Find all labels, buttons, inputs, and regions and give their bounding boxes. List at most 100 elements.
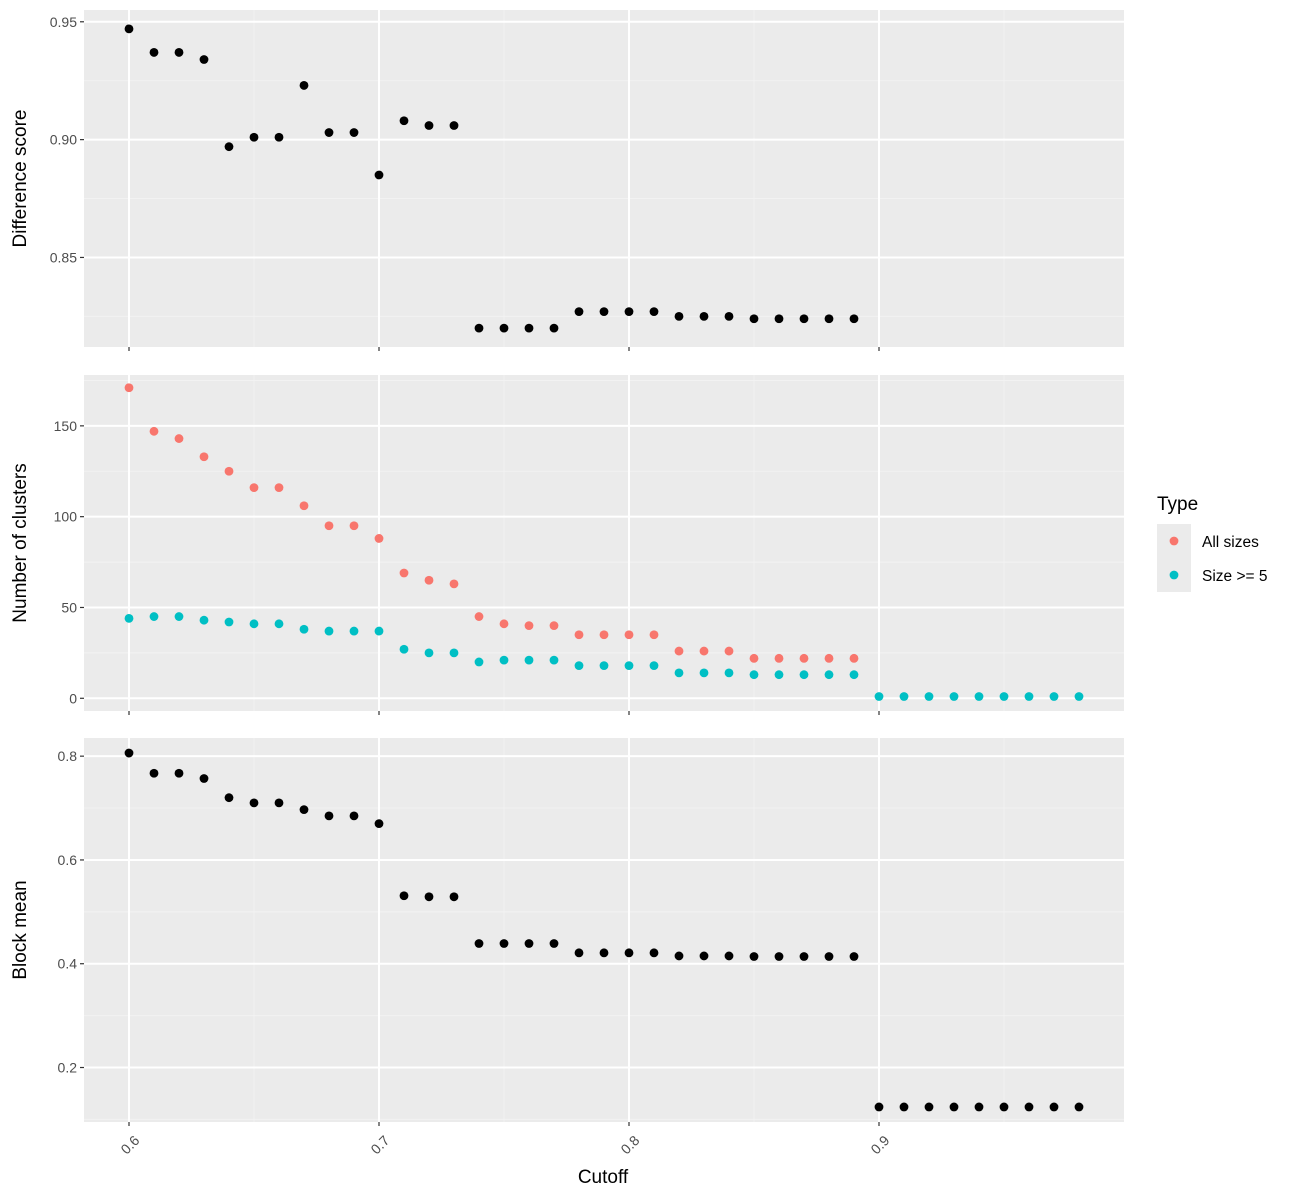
data-point (124, 613, 134, 623)
data-point (324, 811, 334, 821)
y-tick-label: 0 (69, 690, 77, 706)
y-tick-label: 0.95 (50, 14, 77, 30)
data-point (224, 793, 234, 803)
data-point (149, 768, 159, 778)
data-point (149, 48, 159, 57)
data-point (1074, 1102, 1084, 1112)
data-point (349, 811, 359, 821)
data-point (649, 630, 659, 640)
data-point (924, 1102, 934, 1112)
data-point (574, 307, 584, 317)
data-point (274, 798, 284, 808)
panel-difference: 0.85 0.90 0.95 Difference score (10, 10, 1124, 351)
data-point (199, 615, 209, 625)
x-tick-label: 0.9 (867, 1132, 892, 1157)
data-point (599, 948, 609, 958)
data-point (624, 307, 634, 317)
data-point (824, 952, 834, 961)
data-point (299, 624, 309, 634)
data-point (474, 657, 484, 667)
panel-clusters: 0 50 100 150 Number of clusters (10, 375, 1124, 715)
x-axis-title: Cutoff (578, 1167, 629, 1188)
data-point (674, 311, 684, 321)
y-axis-title: Block mean (10, 880, 31, 979)
data-point (199, 774, 209, 783)
y-axis-title: Difference score (10, 110, 31, 248)
legend-title: Type (1157, 494, 1198, 515)
data-point (574, 661, 584, 670)
data-point (149, 612, 159, 621)
data-point (374, 626, 384, 636)
data-point (524, 621, 534, 631)
data-point (774, 670, 784, 680)
data-point (824, 314, 834, 324)
panel-background (84, 10, 1124, 347)
x-tick-label: 0.8 (617, 1132, 642, 1157)
data-point (524, 323, 534, 333)
data-point (174, 434, 184, 443)
data-point (549, 621, 559, 631)
panel-background (84, 375, 1124, 711)
data-point (774, 314, 784, 324)
data-point (849, 670, 859, 680)
data-point (1049, 1102, 1059, 1112)
data-point (349, 626, 359, 636)
y-tick-label: 0.4 (58, 956, 78, 972)
data-point (649, 948, 659, 958)
data-point (674, 951, 684, 961)
data-point (824, 670, 834, 680)
data-point (124, 383, 134, 393)
data-point (374, 819, 384, 829)
data-point (499, 323, 509, 333)
data-point (249, 798, 259, 808)
data-point (749, 952, 759, 961)
data-point (649, 661, 659, 670)
data-point (974, 692, 984, 701)
data-point (249, 132, 259, 142)
data-point (324, 626, 334, 636)
data-point (449, 121, 459, 130)
data-point (824, 653, 834, 663)
data-point (574, 630, 584, 640)
data-point (424, 575, 434, 585)
data-point (774, 653, 784, 663)
data-point (124, 748, 134, 758)
data-point (949, 692, 959, 701)
legend-entry: All sizes (1157, 524, 1259, 558)
data-point (574, 948, 584, 958)
data-point (874, 1102, 884, 1112)
data-point (549, 939, 559, 948)
data-point (474, 323, 484, 333)
data-point (399, 568, 409, 578)
legend-key-point (1169, 570, 1179, 580)
data-point (174, 612, 184, 621)
data-point (924, 692, 934, 701)
panels-layer: 0.85 0.9 0 0.95 Difference score 0 50 100 150 Num… (10, 10, 1124, 1157)
panel-background (84, 738, 1124, 1122)
data-point (299, 805, 309, 815)
data-point (674, 646, 684, 656)
data-point (499, 655, 509, 665)
data-point (424, 121, 434, 130)
y-tick-label: 0.85 (50, 249, 77, 265)
data-point (199, 55, 209, 64)
series-points (124, 24, 859, 333)
legend: Type All sizes Size >= 5 (1157, 494, 1268, 592)
data-point (699, 951, 709, 961)
legend-key-point (1169, 536, 1179, 546)
data-point (749, 653, 759, 663)
data-point (374, 534, 384, 543)
data-point (274, 132, 284, 142)
data-point (699, 668, 709, 678)
data-point (749, 670, 759, 680)
data-point (724, 668, 734, 678)
data-point (299, 501, 309, 511)
data-point (624, 630, 634, 640)
data-point (849, 952, 859, 961)
data-point (274, 483, 284, 493)
data-point (599, 307, 609, 317)
data-point (624, 661, 634, 670)
data-point (799, 314, 809, 324)
data-point (349, 521, 359, 531)
data-point (799, 952, 809, 961)
